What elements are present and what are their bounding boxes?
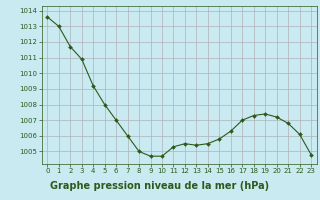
Text: Graphe pression niveau de la mer (hPa): Graphe pression niveau de la mer (hPa) xyxy=(51,181,269,191)
